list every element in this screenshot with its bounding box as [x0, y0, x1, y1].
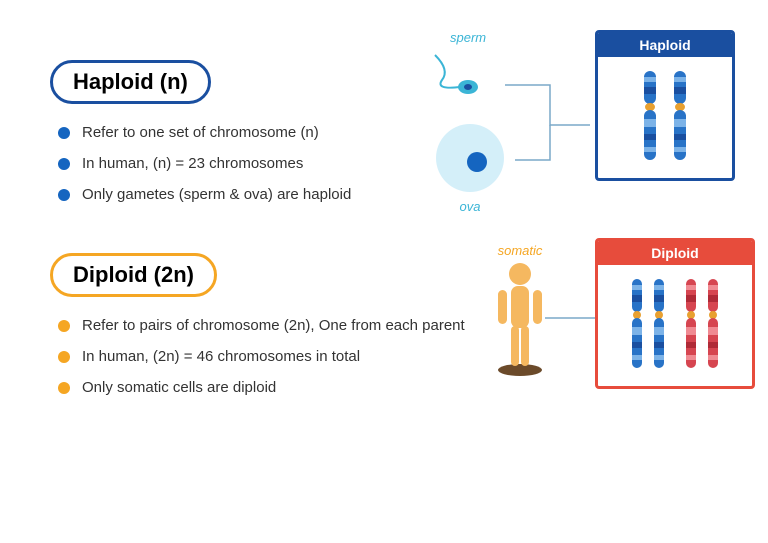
bullet-text: In human, (n) = 23 chromosomes	[82, 155, 303, 172]
list-item: Only gametes (sperm & ova) are haploid	[58, 186, 728, 203]
chromosome-icon	[704, 277, 722, 372]
connector-lines	[490, 50, 600, 200]
bullet-icon	[58, 382, 70, 394]
haploid-chromosome-box: Haploid	[595, 30, 735, 181]
connector-line	[545, 308, 600, 328]
haploid-title: Haploid (n)	[50, 60, 211, 104]
bullet-icon	[58, 127, 70, 139]
haploid-box-body	[598, 57, 732, 178]
diploid-box-body	[598, 265, 752, 386]
bullet-icon	[58, 320, 70, 332]
bullet-text: Refer to one set of chromosome (n)	[82, 124, 319, 141]
bullet-icon	[58, 189, 70, 201]
diploid-chromosome-box: Diploid	[595, 238, 755, 389]
haploid-box-header: Haploid	[598, 33, 732, 57]
diploid-section: Diploid (2n) Refer to pairs of chromosom…	[50, 253, 728, 396]
bullet-text: Only gametes (sperm & ova) are haploid	[82, 186, 351, 203]
diploid-box-header: Diploid	[598, 241, 752, 265]
bullet-text: Only somatic cells are diploid	[82, 379, 276, 396]
bullet-icon	[58, 351, 70, 363]
chromosome-icon	[650, 277, 668, 372]
haploid-section: Haploid (n) Refer to one set of chromoso…	[50, 60, 728, 203]
chromosome-icon	[682, 277, 700, 372]
person-illustration: somatic	[490, 243, 550, 385]
person-icon	[490, 260, 550, 380]
chromosome-icon	[639, 69, 661, 164]
sperm-label: sperm	[450, 30, 500, 45]
bullet-text: Refer to pairs of chromosome (2n), One f…	[82, 317, 465, 334]
bullet-icon	[58, 158, 70, 170]
chromosome-icon	[669, 69, 691, 164]
somatic-label: somatic	[490, 243, 550, 258]
bullet-text: In human, (2n) = 46 chromosomes in total	[82, 348, 360, 365]
ova-label: ova	[430, 199, 510, 214]
chromosome-icon	[628, 277, 646, 372]
diploid-title: Diploid (2n)	[50, 253, 217, 297]
